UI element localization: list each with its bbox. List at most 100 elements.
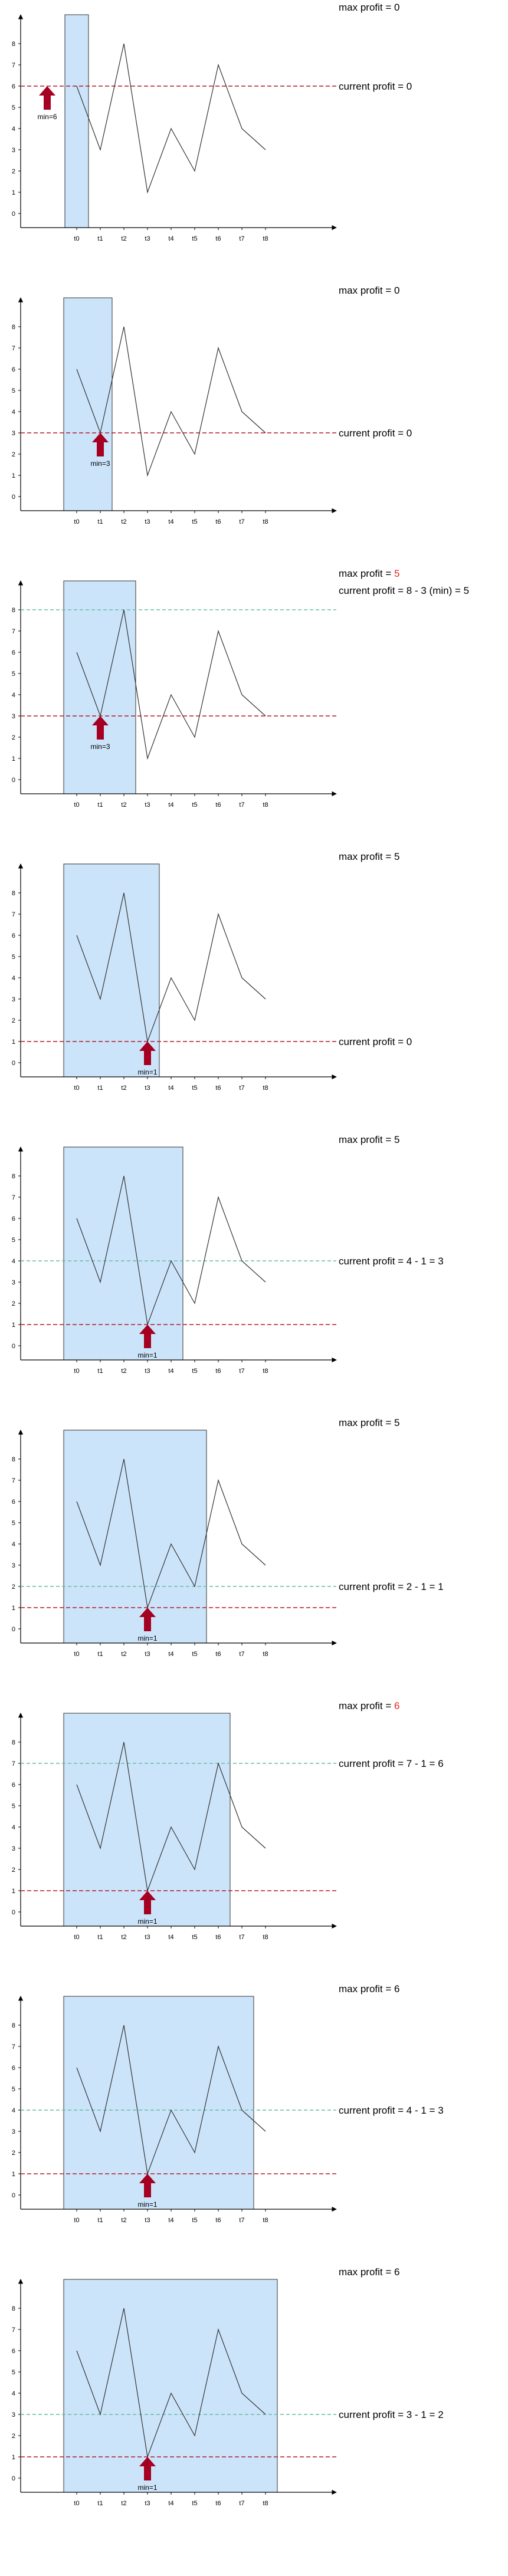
y-tick-label: 6 [12,1215,15,1223]
max-profit-value: 0 [394,2,399,13]
highlight-window [63,297,113,511]
x-tick-label: t8 [263,1368,268,1375]
y-tick-label: 3 [12,1279,15,1286]
x-tick-label: t2 [121,235,126,242]
y-tick-label: 7 [12,345,15,352]
min-marker-arrow-icon [139,1891,156,1914]
panel-step-4: 0 1 2 3 4 5 6 7 8 t0 t1 t2 t3 t4 t5 t6 t7 t8 min=1 max prof… [12,1134,444,1375]
max-profit-label: max profit = 0 [339,285,399,296]
current-profit-label: current profit = 0 [339,81,412,92]
x-tick-label: t8 [263,2500,268,2507]
y-tick-label: 6 [12,366,15,373]
x-tick-label: t6 [215,2217,221,2224]
x-tick-label: t1 [97,1085,103,1092]
y-tick-label: 2 [12,734,15,741]
y-tick-label: 4 [12,2390,15,2397]
price-line [76,892,266,1043]
y-tick-label: 5 [12,387,15,395]
y-tick-label: 1 [12,1039,15,1046]
x-tick-label: t1 [97,1934,103,1941]
x-tick-label: t3 [145,235,150,242]
x-tick-label: t1 [97,1651,103,1658]
y-tick-label: 6 [12,649,15,656]
highlight-window [63,1996,254,2210]
x-tick-label: t4 [168,235,173,242]
x-tick-label: t0 [74,1651,79,1658]
min-marker-arrow-icon [139,2457,156,2480]
x-tick-label: t7 [239,1651,244,1658]
y-tick-label: 4 [12,975,15,982]
x-tick-label: t0 [74,1085,79,1092]
min-label: min=1 [137,1068,157,1076]
x-tick-label: t7 [239,518,244,525]
x-tick-label: t2 [121,1085,126,1092]
y-tick-label: 7 [12,911,15,918]
y-tick-label: 8 [12,41,15,48]
min-marker-arrow-icon [39,86,55,110]
current-profit-label: current profit = 4 - 1 = 3 [339,2105,444,2116]
x-tick-label: t8 [263,2217,268,2224]
x-tick-label: t5 [192,2500,197,2507]
x-tick-label: t3 [145,1085,150,1092]
x-tick-label: t8 [263,1085,268,1092]
current-profit-label: current profit = 4 - 1 = 3 [339,1256,444,1267]
panel-step-7: 0 1 2 3 4 5 6 7 8 t0 t1 t2 t3 t4 t5 t6 t7 t8 min=1 max prof… [12,1983,444,2224]
x-tick-label: t6 [215,801,221,809]
min-marker-arrow-icon [139,1325,156,1348]
y-tick-label: 3 [12,2411,15,2419]
panel-step-6: 0 1 2 3 4 5 6 7 8 t0 t1 t2 t3 t4 t5 t6 t7 t8 min=1 max prof… [12,1700,444,1941]
max-profit-prefix: max profit = [339,2,394,13]
min-label: min=3 [90,459,110,468]
price-line [76,1175,266,1326]
y-tick-label: 8 [12,2022,15,2029]
max-profit-label: max profit = 0 [339,2,399,13]
x-tick-label: t3 [145,2500,150,2507]
highlight-window [64,14,89,228]
y-tick-label: 2 [12,2150,15,2157]
max-profit-label: max profit = 5 [339,1134,399,1145]
x-tick-label: t6 [215,1651,221,1658]
x-tick-label: t2 [121,518,126,525]
y-tick-label: 1 [12,2454,15,2461]
y-tick-label: 1 [12,1322,15,1329]
y-tick-label: 7 [12,628,15,635]
x-tick-label: t7 [239,1934,244,1941]
y-tick-label: 1 [12,2171,15,2178]
x-tick-label: t0 [74,1368,79,1375]
x-tick-label: t3 [145,2217,150,2224]
max-profit-label: max profit = 6 [339,1700,399,1711]
y-tick-label: 2 [12,168,15,175]
x-tick-label: t2 [121,2500,126,2507]
x-tick-label: t1 [97,1368,103,1375]
y-tick-label: 6 [12,1782,15,1789]
max-profit-value: 5 [394,1417,399,1428]
y-tick-label: 6 [12,1499,15,1506]
min-label: min=1 [137,1634,157,1642]
highlight-window [63,1146,183,1361]
highlight-window [63,2279,278,2493]
y-tick-label: 8 [12,2305,15,2312]
panel-step-1: 0 1 2 3 4 5 6 7 8 t0 t1 t2 t3 t4 t5 t6 t7 t8 min=3 max prof… [12,285,412,525]
x-tick-label: t6 [215,1934,221,1941]
y-tick-label: 3 [12,1845,15,1852]
y-tick-label: 6 [12,2348,15,2355]
x-tick-label: t7 [239,1368,244,1375]
current-profit-label: current profit = 0 [339,428,412,439]
x-tick-label: t5 [192,2217,197,2224]
y-tick-label: 7 [12,1760,15,1767]
x-tick-label: t6 [215,1085,221,1092]
y-tick-label: 6 [12,2065,15,2072]
current-profit-label: current profit = 3 - 1 = 2 [339,2409,444,2420]
y-tick-label: 8 [12,1739,15,1746]
max-profit-value: 6 [394,2266,399,2278]
y-tick-label: 5 [12,671,15,678]
x-tick-label: t8 [263,801,268,809]
x-tick-label: t3 [145,801,150,809]
y-tick-label: 0 [12,2192,15,2199]
y-tick-label: 3 [12,1562,15,1569]
y-tick-label: 5 [12,1237,15,1244]
x-tick-label: t7 [239,1085,244,1092]
y-tick-label: 1 [12,472,15,479]
min-label: min=3 [90,742,110,751]
y-tick-label: 0 [12,1060,15,1067]
